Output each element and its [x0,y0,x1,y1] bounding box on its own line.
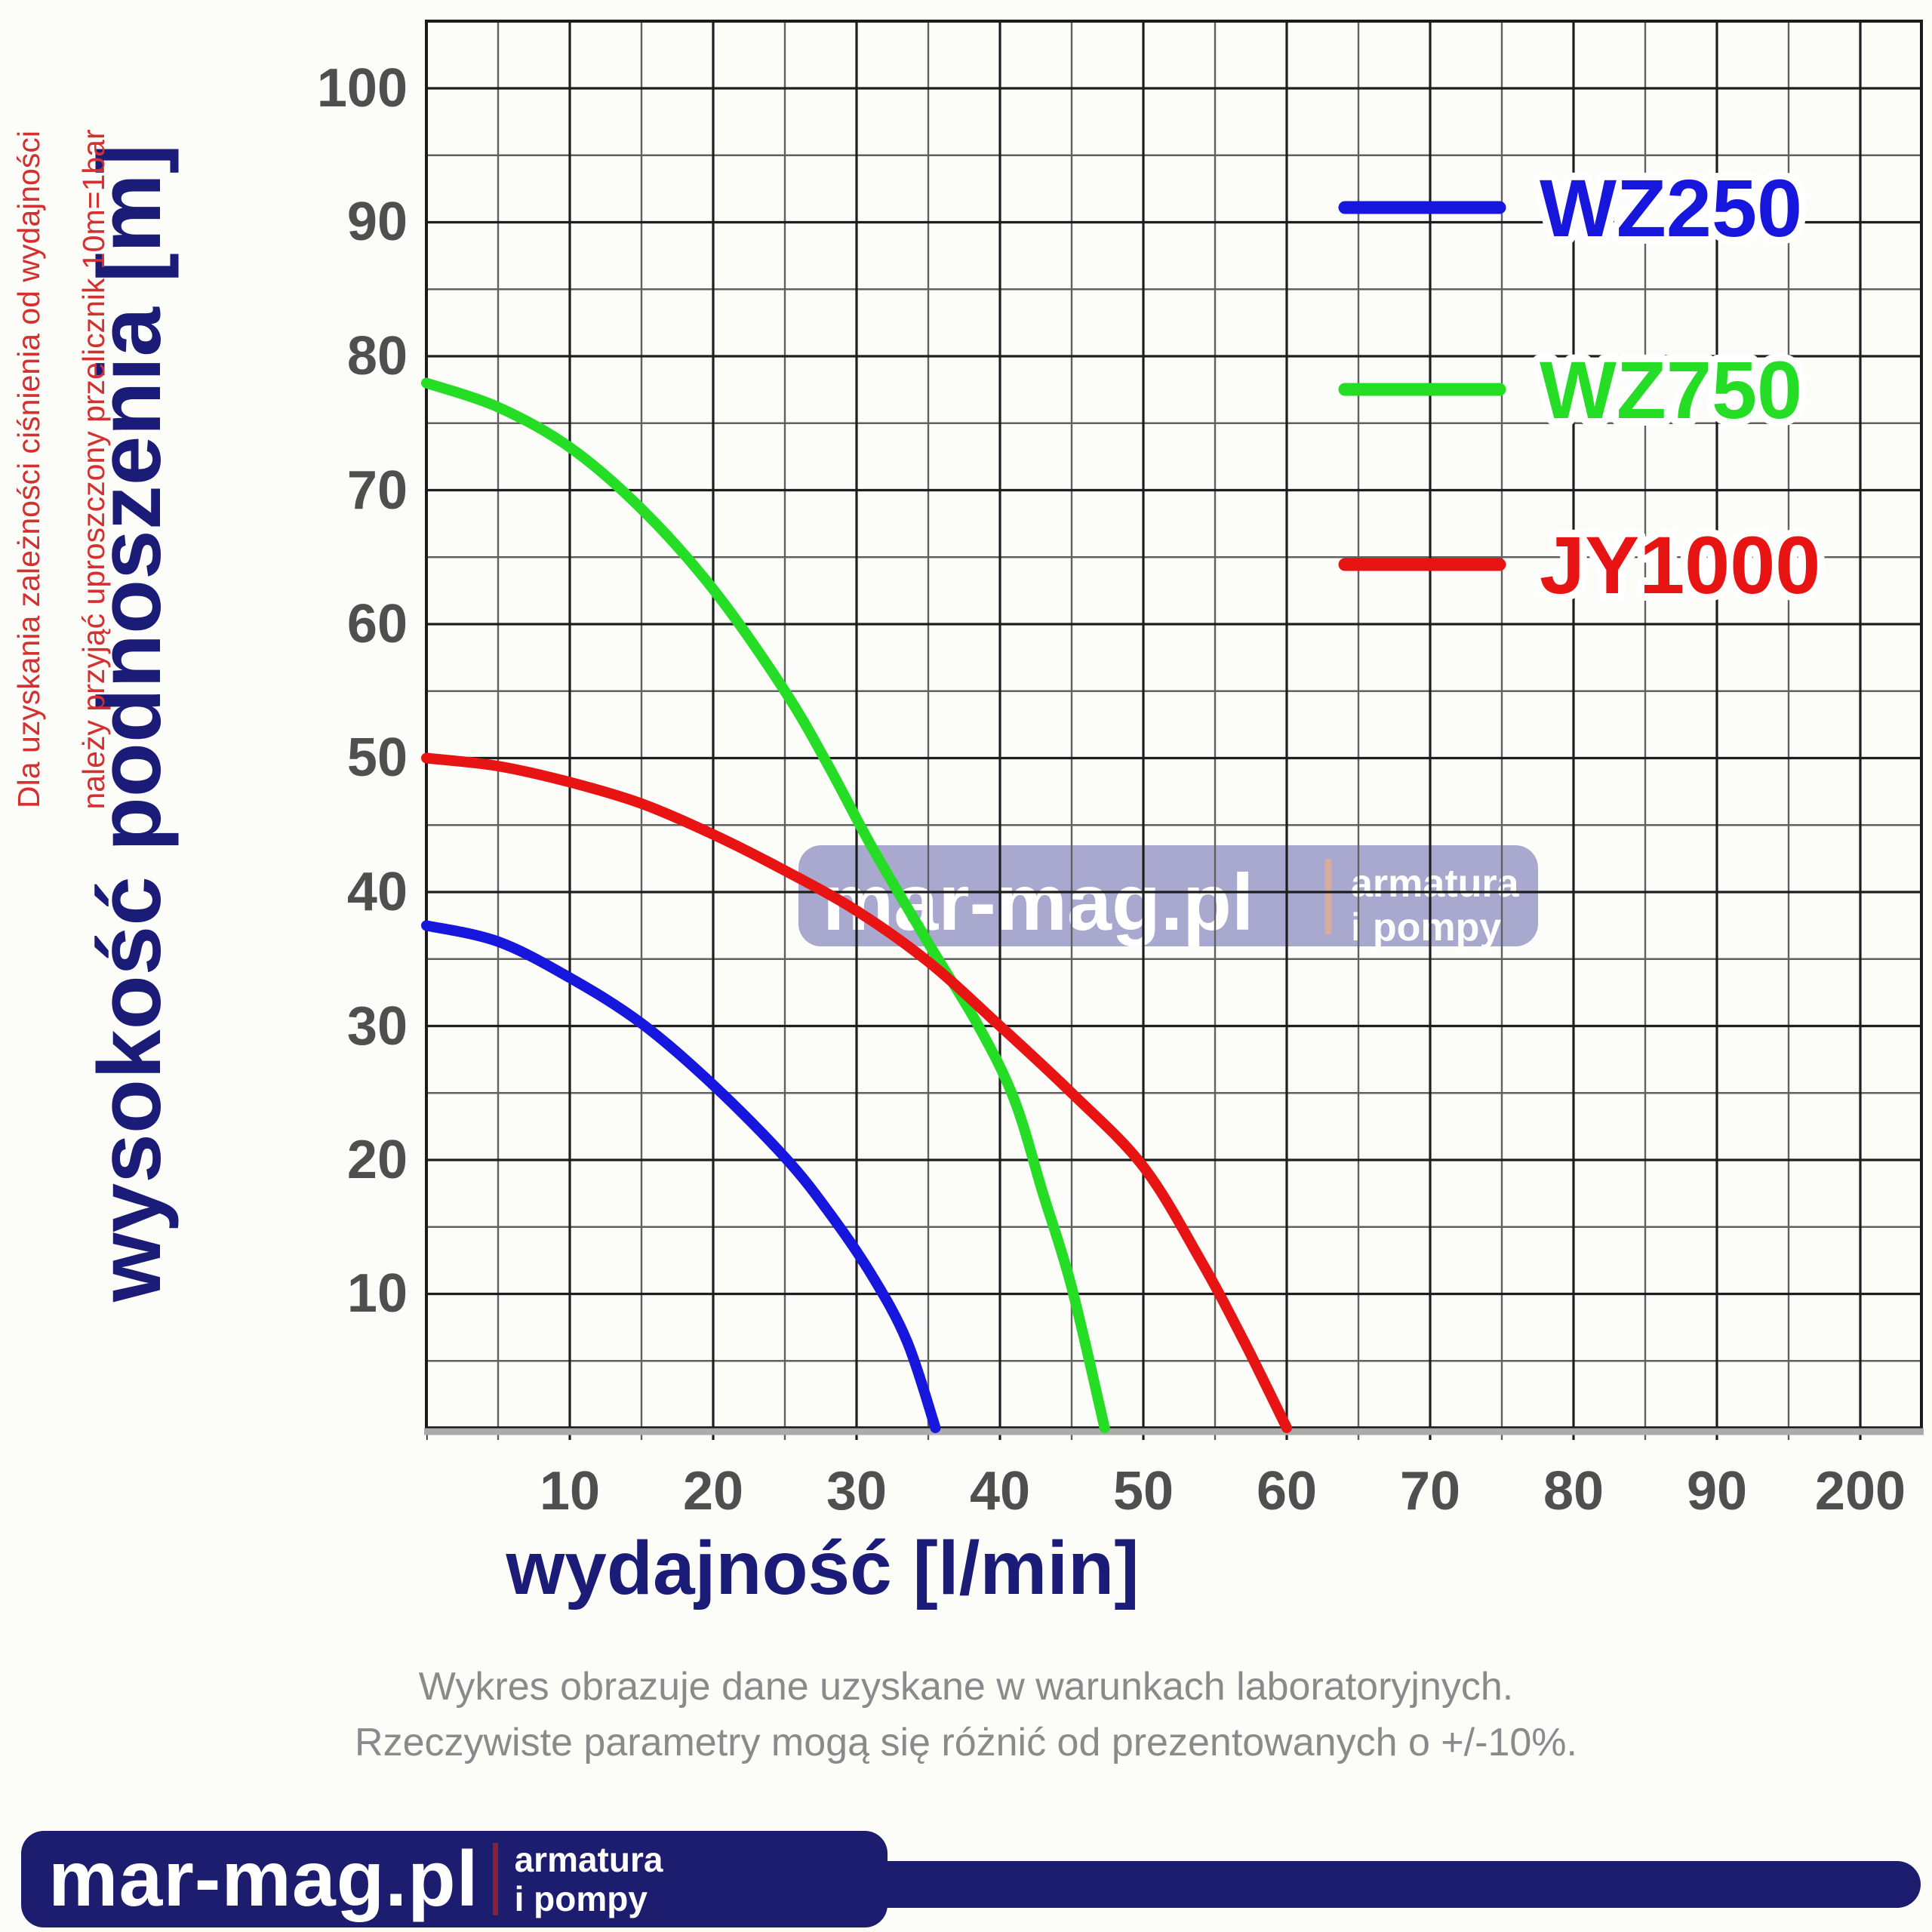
y-tick-label: 50 [347,728,408,788]
y-tick-label: 10 [347,1263,408,1324]
legend-label-wz750: WZ750 [1540,344,1802,435]
disclaimer-line-1: Wykres obrazuje dane uzyskane w warunkac… [418,1665,1514,1709]
curve-JY1000 [421,752,1292,1433]
x-tick-label: 70 [1400,1461,1460,1521]
footer-divider [492,1843,498,1915]
y-tick-label: 80 [347,326,408,386]
footer-taglines: armatura i pompy [515,1840,663,1918]
side-note-line-1: Dla uzyskania zależności ciśnienia od wy… [11,131,46,808]
legend-label-wz250: WZ250 [1540,162,1802,254]
curve-WZ750 [421,377,1110,1433]
disclaimer: Wykres obrazuje dane uzyskane w warunkac… [0,1659,1932,1770]
y-tick-label: 60 [347,594,408,654]
footer-brand: mar-mag.pl [48,1835,479,1923]
plot-border [425,20,1923,1429]
x-tick-label: 30 [826,1461,887,1521]
y-tick-label: 70 [347,460,408,521]
y-axis-title: wysokość podnoszenia [m] [80,144,180,1303]
side-note-line-2: należy przyjąć uproszczony przelicznik 1… [76,129,111,809]
disclaimer-line-2: Rzeczywiste parametry mogą się różnić od… [355,1721,1577,1764]
x-tick-label: 10 [540,1461,600,1521]
x-tick-label: 20 [683,1461,743,1521]
x-axis-title: wydajność [l/min] [505,1526,1139,1611]
x-tick-label: 40 [970,1461,1030,1521]
y-tick-label: 30 [347,996,408,1057]
x-tick-label: 50 [1113,1461,1174,1521]
legend: WZ250 WZ750 JY1000 [1338,155,1828,618]
curve-WZ250 [421,920,941,1433]
x-tick-labels: 10 20 30 40 50 60 70 80 90 200 [540,1461,1906,1521]
curves-group [421,377,1292,1433]
footer-tagline-2: i pompy [514,1879,648,1918]
footer-tagline-1: armatura [514,1840,663,1879]
x-tick-label: 200 [1815,1461,1906,1521]
x-tick-label: 60 [1257,1461,1317,1521]
x-tick-label: 80 [1543,1461,1604,1521]
footer-logo: mar-mag.pl armatura i pompy [21,1831,888,1927]
y-tick-label: 40 [347,862,408,922]
y-tick-labels: 100 90 80 70 60 50 40 30 20 10 [317,58,408,1324]
legend-label-jy1000: JY1000 [1540,519,1820,611]
x-tick-label: 90 [1687,1461,1747,1521]
y-tick-label: 20 [347,1130,408,1190]
y-tick-label: 100 [317,58,408,118]
y-tick-label: 90 [347,192,408,252]
